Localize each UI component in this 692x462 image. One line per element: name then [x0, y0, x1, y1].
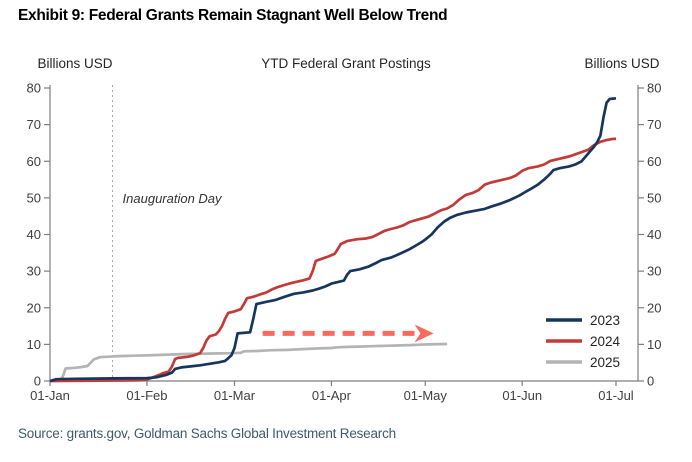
x-tick-label: 01-Jul [598, 388, 634, 403]
y-tick-label-right: 60 [647, 154, 661, 169]
x-tick-label: 01-Mar [214, 388, 256, 403]
y-tick-label-left: 0 [34, 374, 41, 389]
y-tick-label-right: 10 [647, 337, 661, 352]
exhibit-title: Exhibit 9: Federal Grants Remain Stagnan… [18, 7, 448, 24]
x-tick-label: 01-May [404, 388, 448, 403]
series-line-2025 [49, 342, 448, 383]
y-tick-label-right: 80 [647, 81, 661, 96]
x-tick-label: 01-Jan [30, 388, 70, 403]
x-tick-label: 01-Apr [312, 388, 352, 403]
y-tick-label-left: 30 [27, 264, 41, 279]
source-note: Source: grants.gov, Goldman Sachs Global… [18, 426, 396, 441]
y-tick-label-right: 50 [647, 190, 661, 205]
chart-title: YTD Federal Grant Postings [261, 56, 431, 71]
y-tick-label-left: 20 [27, 300, 41, 315]
y-tick-label-left: 40 [27, 227, 41, 242]
y-tick-label-right: 30 [647, 264, 661, 279]
y-tick-label-right: 0 [647, 374, 654, 389]
grants-line-chart: Billions USD YTD Federal Grant Postings … [27, 56, 662, 404]
left-axis-units-label: Billions USD [37, 56, 112, 71]
y-tick-label-left: 10 [27, 337, 41, 352]
y-tick-label-left: 50 [27, 190, 41, 205]
legend-label-2024: 2024 [590, 334, 621, 349]
y-tick-label-right: 40 [647, 227, 661, 242]
y-tick-label-right: 70 [647, 117, 661, 132]
legend-label-2025: 2025 [590, 355, 620, 370]
y-tick-label-left: 60 [27, 154, 41, 169]
y-tick-label-left: 70 [27, 117, 41, 132]
y-tick-label-left: 80 [27, 81, 41, 96]
right-axis-units-label: Billions USD [584, 56, 659, 71]
legend-label-2023: 2023 [590, 313, 620, 328]
plot-area: 0 0 10 10 20 20 30 30 40 40 50 50 60 60 70 70 80 80 01-Jan… [27, 81, 662, 404]
x-tick-label: 01-Jun [502, 388, 542, 403]
x-tick-label: 01-Feb [126, 388, 167, 403]
series-line-2023 [49, 96, 617, 383]
trend-arrow-head [414, 324, 434, 343]
inauguration-day-label: Inauguration Day [123, 191, 224, 206]
y-tick-label-right: 20 [647, 300, 661, 315]
series-line-2024 [49, 137, 616, 383]
